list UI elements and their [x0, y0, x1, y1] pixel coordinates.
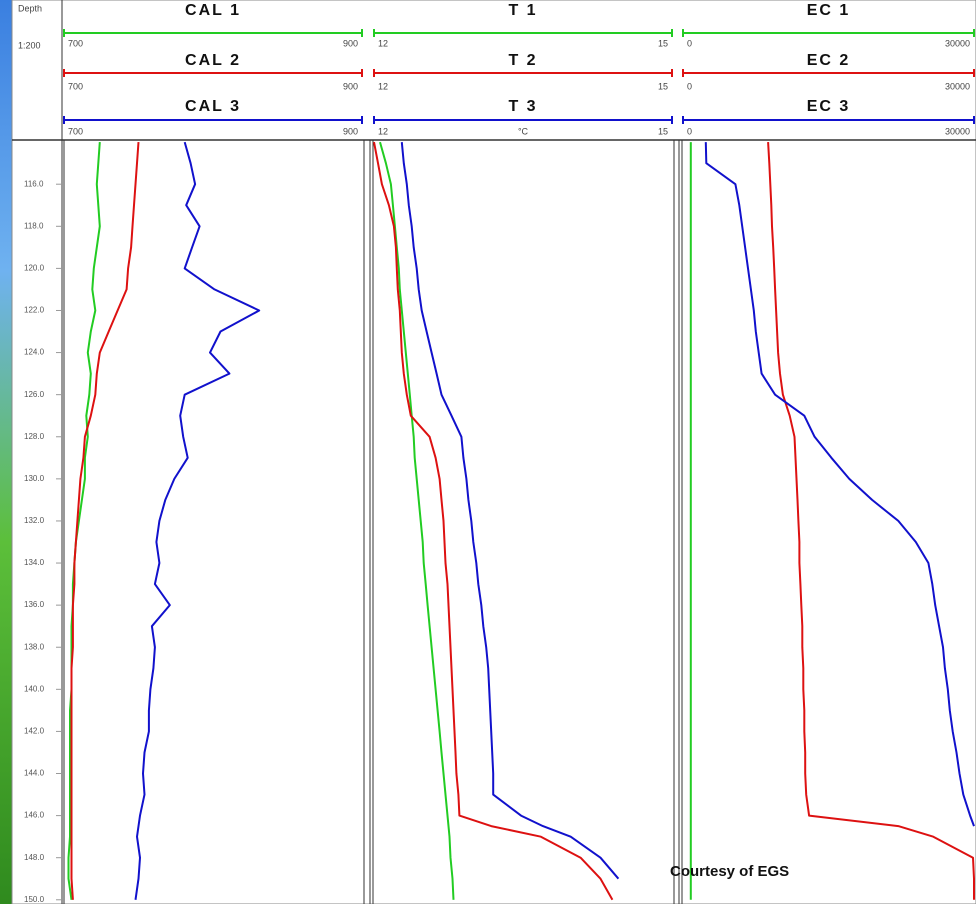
depth-tick-label: 130.0 — [24, 474, 45, 483]
scale-label: 12 — [378, 38, 388, 48]
log-curve — [373, 141, 614, 901]
scale-label: 30000 — [945, 126, 970, 136]
scale-label: 0 — [687, 81, 692, 91]
log-curve — [704, 142, 975, 827]
depth-tick-label: 132.0 — [24, 516, 45, 525]
series-name: EC 1 — [807, 2, 851, 19]
series-name: CAL 3 — [185, 98, 241, 115]
series-name: EC 2 — [807, 52, 851, 69]
depth-tick-label: 116.0 — [24, 179, 44, 188]
depth-tick-label: 142.0 — [24, 727, 45, 736]
unit-label: °C — [518, 126, 529, 136]
depth-tick-label: 136.0 — [24, 600, 45, 609]
depth-tick-label: 124.0 — [24, 348, 45, 357]
log-curve — [70, 142, 140, 900]
depth-label: Depth — [18, 3, 42, 13]
annotation: Courtesy of EGS — [670, 863, 789, 880]
scale-label: 0 — [687, 38, 692, 48]
scale-label: 900 — [343, 126, 358, 136]
log-curve — [134, 141, 261, 900]
depth-tick-label: 148.0 — [24, 853, 45, 862]
series-name: T 1 — [508, 2, 537, 19]
series-name: EC 3 — [807, 98, 851, 115]
scale-label: 700 — [68, 126, 83, 136]
depth-tick-label: 140.0 — [24, 684, 45, 693]
scale-label: 12 — [378, 126, 388, 136]
log-curve — [767, 142, 975, 900]
series-name: CAL 2 — [185, 52, 241, 69]
scale-label: 700 — [68, 81, 83, 91]
depth-tick-label: 118.0 — [24, 221, 44, 230]
scale-label: 15 — [658, 81, 668, 91]
depth-tick-label: 150.0 — [24, 895, 45, 904]
depth-tick-label: 122.0 — [24, 306, 45, 315]
depth-tick-label: 128.0 — [24, 432, 45, 441]
plot: 116.0 118.0 120.0 122.0 124.0 126.0 128.0 130.0… — [24, 2, 975, 904]
depth-tick-label: 138.0 — [24, 642, 45, 651]
depth-tick-label: 126.0 — [24, 390, 45, 399]
panel — [11, 0, 976, 904]
depth-tick-label: 134.0 — [24, 558, 45, 567]
series-name: T 2 — [508, 52, 537, 69]
scale-label: 0 — [687, 126, 692, 136]
log-curve — [379, 141, 455, 900]
scale-label: 12 — [378, 81, 388, 91]
depth-tick-label: 146.0 — [24, 811, 45, 820]
depth-tick-label: 120.0 — [24, 263, 45, 272]
series-name: CAL 1 — [185, 2, 241, 19]
scale-label: 30000 — [945, 38, 970, 48]
scale-label: 900 — [343, 81, 358, 91]
scale-label: 900 — [343, 38, 358, 48]
depth-tick-label: 144.0 — [24, 769, 45, 778]
log-curve — [400, 142, 620, 880]
scale-label: 15 — [658, 126, 668, 136]
scale-label: 1:200 — [18, 40, 41, 50]
scale-label: 15 — [658, 38, 668, 48]
scale-label: 700 — [68, 38, 83, 48]
scale-label: 30000 — [945, 81, 970, 91]
series-name: T 3 — [508, 98, 537, 115]
